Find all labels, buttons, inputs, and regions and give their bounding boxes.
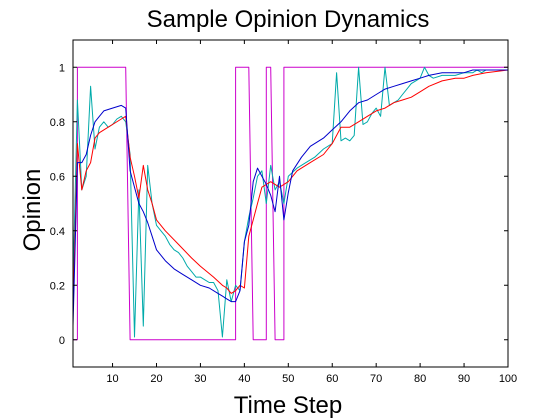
series-line-3 — [73, 69, 508, 313]
y-tick-label: 0.6 — [50, 171, 65, 183]
y-tick-label: 0 — [59, 335, 65, 347]
x-tick-label: 20 — [150, 373, 162, 385]
x-tick-label: 70 — [370, 373, 382, 385]
x-tick-label: 60 — [326, 373, 338, 385]
chart-title: Sample Opinion Dynamics — [147, 6, 430, 33]
y-tick-label: 0.4 — [50, 226, 65, 238]
x-tick-label: 50 — [282, 373, 294, 385]
y-tick-label: 0.8 — [50, 117, 65, 129]
series-layer — [73, 66, 508, 341]
x-tick-label: 10 — [106, 373, 118, 385]
series-line-4 — [73, 69, 508, 327]
x-tick-label: 40 — [238, 373, 250, 385]
x-axis-label: Time Step — [234, 392, 342, 419]
x-tick-label: 90 — [458, 373, 470, 385]
y-tick-label: 0.2 — [50, 280, 65, 292]
x-tick-label: 30 — [194, 373, 206, 385]
ticks-layer: 10 20 30 40 50 60 70 80 90 100 0 0.2 0.4 0.6 0.8 1 — [50, 40, 517, 385]
y-tick-label: 1 — [59, 62, 65, 74]
x-tick-label: 100 — [499, 373, 517, 385]
series-line-1 — [73, 66, 508, 341]
series-line-2 — [73, 66, 508, 338]
y-axis-label: Opinion — [19, 169, 46, 252]
plot-frame — [72, 39, 509, 368]
x-tick-label: 80 — [414, 373, 426, 385]
